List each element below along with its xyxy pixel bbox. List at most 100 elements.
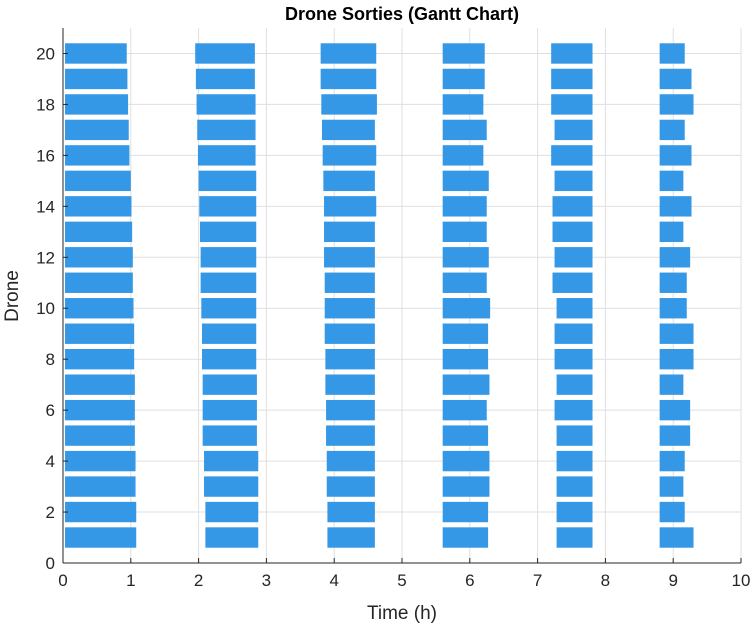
sortie-bar-drone-3-3: [326, 476, 375, 497]
sortie-bar-drone-14-1: [65, 196, 132, 217]
sortie-bar-drone-19-6: [659, 68, 692, 90]
sortie-bar-drone-6-1: [65, 399, 135, 421]
sortie-bar-drone-12-4: [442, 247, 489, 268]
sortie-bar-drone-1-4: [442, 527, 489, 548]
sortie-bar-drone-7-5: [556, 374, 593, 395]
sortie-bar-drone-6-3: [326, 399, 375, 421]
sortie-bar-drone-2-3: [327, 501, 375, 523]
sortie-bar-drone-11-6: [659, 272, 687, 293]
y-tick-label: 2: [46, 503, 55, 522]
sortie-bar-drone-17-5: [554, 119, 593, 141]
sortie-bar-drone-11-2: [200, 272, 257, 293]
sortie-bar-drone-12-3: [324, 247, 375, 268]
x-tick-label: 7: [533, 571, 542, 590]
sortie-bar-drone-2-4: [442, 501, 489, 523]
sortie-bar-drone-14-2: [199, 196, 257, 217]
sortie-bar-drone-14-3: [324, 196, 377, 217]
sortie-bar-drone-10-1: [65, 298, 134, 319]
sortie-bar-drone-8-1: [65, 349, 135, 370]
sortie-bar-drone-5-2: [202, 425, 257, 446]
sortie-bars: [65, 43, 694, 548]
sortie-bar-drone-16-4: [442, 145, 484, 166]
sortie-bar-drone-8-5: [554, 349, 593, 370]
sortie-bar-drone-4-4: [442, 450, 490, 472]
sortie-bar-drone-11-3: [324, 272, 375, 293]
sortie-bar-drone-17-6: [659, 119, 685, 141]
x-axis-label: Time (h): [367, 603, 437, 624]
sortie-bar-drone-7-2: [202, 374, 257, 395]
sortie-bar-drone-17-4: [442, 119, 487, 141]
y-axis-label: Drone: [2, 270, 23, 322]
sortie-bar-drone-1-6: [659, 527, 694, 548]
x-tick-label: 10: [732, 571, 751, 590]
sortie-bar-drone-15-4: [442, 170, 489, 192]
sortie-bar-drone-2-1: [65, 501, 137, 523]
sortie-bar-drone-16-1: [65, 145, 130, 166]
sortie-bar-drone-13-3: [324, 221, 375, 242]
sortie-bar-drone-8-2: [201, 349, 257, 370]
sortie-bar-drone-15-1: [65, 170, 131, 192]
sortie-bar-drone-1-2: [205, 527, 259, 548]
sortie-bar-drone-4-3: [326, 450, 375, 472]
sortie-bar-drone-9-5: [554, 323, 593, 344]
sortie-bar-drone-6-4: [442, 399, 487, 421]
sortie-bar-drone-13-6: [659, 221, 684, 242]
sortie-bar-drone-20-3: [320, 43, 377, 64]
sortie-bar-drone-10-5: [556, 298, 593, 319]
sortie-bar-drone-19-4: [442, 68, 485, 90]
sortie-bar-drone-9-1: [65, 323, 135, 344]
sortie-bar-drone-13-2: [199, 221, 257, 242]
sortie-bar-drone-12-5: [554, 247, 593, 268]
x-tick-label: 3: [262, 571, 271, 590]
sortie-bar-drone-3-1: [65, 476, 136, 497]
sortie-bar-drone-17-3: [321, 119, 375, 141]
sortie-bar-drone-11-5: [552, 272, 593, 293]
sortie-bar-drone-16-2: [197, 145, 256, 166]
grid-lines: [62, 28, 742, 564]
sortie-bar-drone-13-5: [552, 221, 593, 242]
x-tick-label: 1: [126, 571, 135, 590]
y-tick-labels: 0 2 4 6 8 10 12 14 16 18 20: [36, 44, 68, 573]
x-tick-label: 6: [465, 571, 474, 590]
sortie-bar-drone-7-1: [65, 374, 135, 395]
sortie-bar-drone-11-4: [442, 272, 487, 293]
sortie-bar-drone-8-4: [442, 349, 489, 370]
y-tick-label: 0: [46, 554, 55, 573]
sortie-bar-drone-8-3: [325, 349, 375, 370]
sortie-bar-drone-9-6: [659, 323, 694, 344]
y-tick-label: 10: [36, 299, 55, 318]
sortie-bar-drone-4-2: [204, 450, 259, 472]
y-tick-label: 14: [36, 197, 55, 216]
sortie-bar-drone-16-3: [322, 145, 377, 166]
y-tick-label: 12: [36, 248, 55, 267]
sortie-bar-drone-5-6: [659, 425, 691, 446]
sortie-bar-drone-4-5: [556, 450, 593, 472]
sortie-bar-drone-3-6: [659, 476, 684, 497]
sortie-bar-drone-19-3: [320, 68, 377, 90]
sortie-bar-drone-12-2: [200, 247, 257, 268]
sortie-bar-drone-12-1: [65, 247, 133, 268]
sortie-bar-drone-9-4: [442, 323, 489, 344]
sortie-bar-drone-18-6: [659, 94, 694, 115]
x-tick-label: 2: [194, 571, 203, 590]
sortie-bar-drone-10-6: [659, 298, 687, 319]
sortie-bar-drone-3-4: [442, 476, 490, 497]
sortie-bar-drone-10-2: [201, 298, 257, 319]
sortie-bar-drone-10-3: [324, 298, 375, 319]
sortie-bar-drone-13-4: [442, 221, 487, 242]
sortie-bar-drone-7-6: [659, 374, 684, 395]
sortie-bar-drone-1-3: [327, 527, 375, 548]
sortie-bar-drone-17-1: [65, 119, 129, 141]
y-tick-label: 16: [36, 146, 55, 165]
y-tick-label: 6: [46, 401, 55, 420]
sortie-bar-drone-17-2: [197, 119, 256, 141]
y-tick-label: 4: [46, 452, 55, 471]
chart-title: Drone Sorties (Gantt Chart): [285, 4, 519, 24]
x-tick-label: 9: [668, 571, 677, 590]
sortie-bar-drone-11-1: [65, 272, 133, 293]
sortie-bar-drone-6-6: [659, 399, 691, 421]
sortie-bar-drone-4-6: [659, 450, 685, 472]
y-tick-label: 8: [46, 350, 55, 369]
sortie-bar-drone-8-6: [659, 349, 694, 370]
y-tick-label: 20: [36, 44, 55, 63]
